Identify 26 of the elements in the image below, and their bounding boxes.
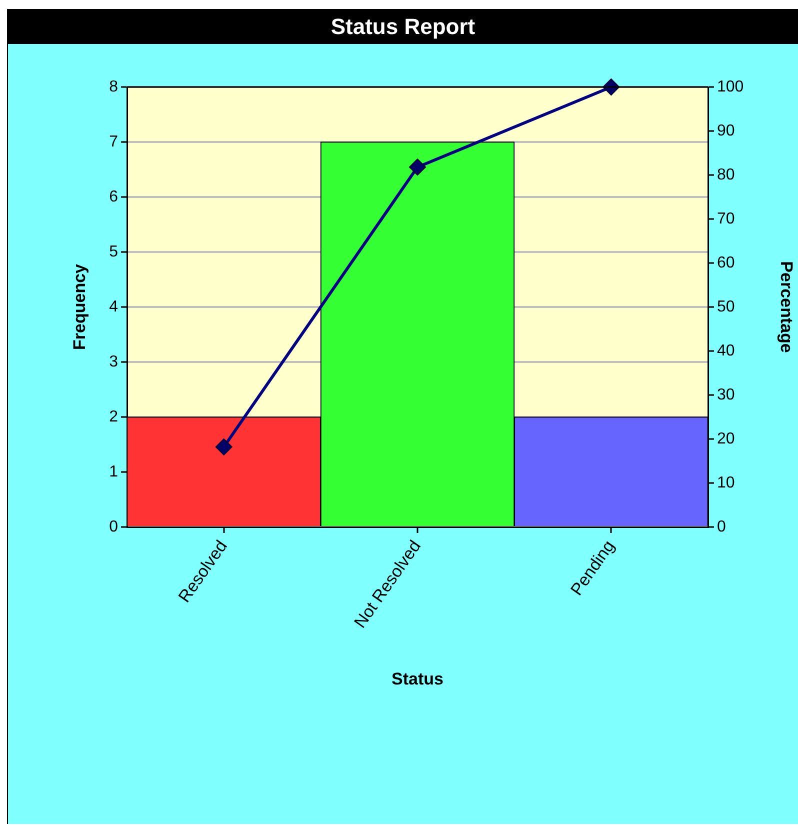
- y-tick-label: 8: [109, 78, 118, 96]
- y-tick-label: 7: [109, 133, 118, 150]
- y-tick-label: 4: [109, 298, 118, 316]
- y2-tick-label: 10: [717, 474, 735, 492]
- y-tick-label: 0: [109, 518, 118, 536]
- x-axis-title: Status: [392, 669, 444, 688]
- y-tick-label: 2: [109, 408, 118, 426]
- y2-tick-label: 80: [717, 166, 735, 184]
- y2-axis-title: Percentage: [777, 261, 796, 353]
- y2-tick-label: 0: [717, 518, 726, 536]
- point: [409, 158, 426, 176]
- y-tick-label: 6: [109, 188, 118, 206]
- y2-tick-label: 90: [717, 122, 735, 140]
- y2-tick-label: 100: [717, 78, 744, 96]
- y2-tick-label: 50: [717, 298, 735, 316]
- y2-tick-label: 60: [717, 254, 735, 272]
- chart-title: Status Report: [8, 9, 798, 44]
- y2-tick-label: 70: [717, 210, 735, 228]
- y-tick-label: 1: [109, 463, 118, 480]
- y-axis-title: Frequency: [70, 263, 89, 350]
- y2-tick-label: 40: [717, 342, 735, 360]
- y-tick-label: 5: [109, 243, 118, 260]
- y2-tick-label: 20: [717, 430, 735, 448]
- y-tick-label: 3: [109, 353, 118, 370]
- point: [215, 438, 232, 456]
- y2-tick-label: 30: [717, 386, 735, 404]
